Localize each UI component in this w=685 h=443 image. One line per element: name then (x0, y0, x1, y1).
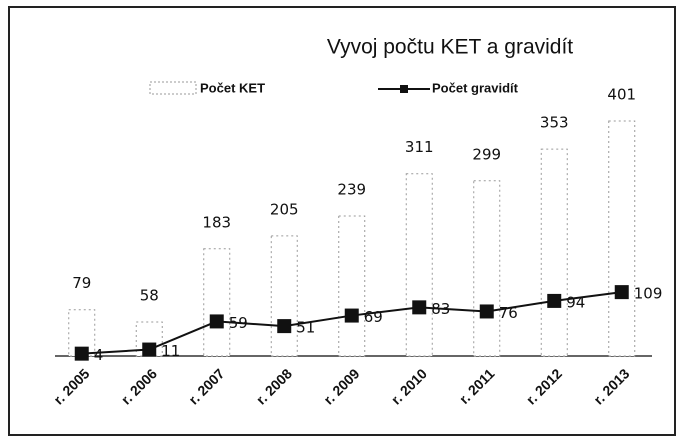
line-marker (142, 342, 157, 357)
line-marker (547, 293, 562, 308)
data-label: 79 (72, 274, 91, 292)
data-label: 183 (202, 213, 231, 231)
legend-bar-swatch (149, 81, 197, 95)
legend-marker (400, 85, 408, 93)
data-label: 94 (566, 293, 585, 311)
bar (608, 120, 636, 357)
line-marker (344, 308, 359, 323)
data-label: 51 (296, 319, 315, 337)
data-label: 59 (229, 314, 248, 332)
data-label: 58 (140, 287, 159, 305)
data-label: 76 (499, 304, 518, 322)
line-marker (614, 285, 629, 300)
line-marker (479, 304, 494, 319)
data-label: 401 (607, 86, 636, 104)
line-marker (74, 346, 89, 361)
data-label: 109 (634, 285, 663, 303)
bar (405, 173, 433, 357)
bar (338, 215, 366, 357)
line-marker (209, 314, 224, 329)
chart-title: Vyvoj počtu KET a gravidít (327, 36, 573, 59)
legend-label: Počet KET (200, 80, 265, 95)
bar (203, 248, 231, 357)
data-label: 69 (364, 308, 383, 326)
data-label: 353 (540, 114, 569, 132)
bar (270, 235, 298, 357)
data-label: 311 (405, 138, 434, 156)
line-marker (412, 300, 427, 315)
data-label: 83 (431, 300, 450, 318)
data-label: 205 (270, 200, 299, 218)
data-label: 4 (94, 346, 104, 364)
line-marker (277, 319, 292, 334)
legend-label: Počet gravidít (432, 80, 519, 95)
data-label: 11 (161, 342, 180, 360)
bar (540, 148, 568, 357)
data-label: 239 (337, 180, 366, 198)
data-label: 299 (472, 145, 501, 163)
bar (473, 180, 501, 357)
